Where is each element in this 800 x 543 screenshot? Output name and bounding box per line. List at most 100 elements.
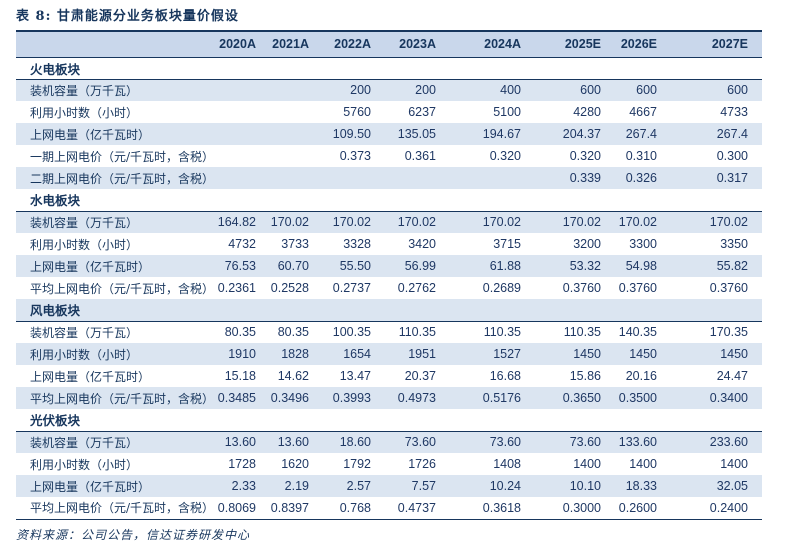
- quantity-price-assumptions-table: 2020A 2021A 2022A 2023A 2024A 2025E 2026E 2027E…: [16, 30, 762, 520]
- cell-value: 0.2737: [332, 281, 371, 295]
- cell-value: 1400: [573, 457, 601, 471]
- cell-value: 56.99: [404, 259, 436, 273]
- row-label: 利用小时数（小时）: [30, 237, 139, 252]
- cell-value: 61.88: [489, 259, 521, 273]
- cell-value: 267.4: [716, 127, 748, 141]
- cell-value: 10.10: [569, 479, 601, 493]
- cell-value: 0.2600: [615, 497, 671, 520]
- cell-value: 0.2528: [270, 281, 309, 295]
- cell-value: 0.373: [339, 149, 371, 163]
- row-label: 装机容量（万千瓦）: [30, 215, 139, 230]
- row-label: 上网电量（亿千瓦时）: [30, 127, 151, 142]
- cell-value: 14.62: [277, 369, 309, 383]
- cell-value: 200: [415, 83, 436, 98]
- year-column-header: 2026E: [615, 31, 671, 58]
- table-row: 利用小时数（小时） 1728 1620 1792 1726 1408 1400 1400 140…: [16, 453, 762, 475]
- cell-value: 73.60: [489, 435, 521, 450]
- cell-value: 0.3000: [535, 497, 615, 520]
- table-row: 上网电量（亿千瓦时） 2.33 2.19 2.57 7.57 10.24 10.10 18.3…: [16, 475, 762, 497]
- row-label: 一期上网电价（元/千瓦时，含税）: [30, 149, 215, 164]
- row-label-header: [16, 31, 212, 58]
- cell-value: 170.02: [709, 215, 748, 230]
- section-title: 光伏板块: [16, 409, 762, 432]
- cell-value: 4733: [720, 105, 748, 119]
- cell-value: 0.300: [716, 149, 748, 163]
- section-title: 火电板块: [16, 57, 762, 80]
- year-column-header: 2027E: [671, 31, 762, 58]
- cell-value: 0.768: [323, 497, 385, 520]
- cell-value: 3200: [573, 237, 601, 251]
- cell-value: 600: [636, 83, 657, 98]
- cell-value: 76.53: [224, 259, 256, 273]
- cell-value: 3733: [281, 237, 309, 251]
- cell-value: 4732: [228, 237, 256, 251]
- cell-value: 73.60: [569, 435, 601, 450]
- row-label: 装机容量（万千瓦）: [30, 325, 139, 340]
- row-label: 平均上网电价（元/千瓦时，含税）: [16, 497, 214, 520]
- cell-value: 164.82: [217, 215, 256, 230]
- cell-value: 1450: [573, 347, 601, 361]
- section-title: 水电板块: [16, 189, 762, 212]
- table-row: 装机容量（万千瓦） 164.82 170.02 170.02 170.02 170.02 1…: [16, 211, 762, 233]
- section-title: 风电板块: [16, 299, 762, 322]
- cell-value: 1527: [493, 347, 521, 361]
- cell-value: [270, 101, 323, 123]
- cell-value: 109.50: [332, 127, 371, 141]
- section-header-row: 火电板块: [16, 57, 762, 80]
- cell-value: [270, 79, 323, 101]
- cell-value: 1620: [281, 457, 309, 471]
- cell-value: [270, 145, 323, 167]
- cell-value: 13.60: [277, 435, 309, 450]
- row-label: 平均上网电价（元/千瓦时，含税）: [30, 391, 215, 406]
- cell-value: [323, 167, 385, 189]
- cell-value: 194.67: [482, 127, 521, 141]
- source-note: 资料来源：公司公告，信达证券研发中心: [16, 527, 251, 542]
- table-title: 表 8: 甘肃能源分业务板块量价假设: [16, 9, 239, 24]
- cell-value: 0.361: [404, 149, 436, 163]
- table-row: 平均上网电价（元/千瓦时，含税） 0.2361 0.2528 0.2737 0.2762…: [16, 277, 762, 299]
- section-header-row: 光伏板块: [16, 409, 762, 432]
- row-label: 上网电量（亿千瓦时）: [30, 479, 151, 494]
- cell-value: 1654: [343, 347, 371, 361]
- cell-value: 53.32: [569, 259, 601, 273]
- cell-value: 0.326: [625, 171, 657, 185]
- table-row: 装机容量（万千瓦） 200 200 400 600 600 600: [16, 79, 762, 101]
- cell-value: [212, 79, 270, 101]
- cell-value: 2.57: [346, 479, 371, 493]
- cell-value: 60.70: [277, 259, 309, 273]
- cell-value: 55.50: [339, 259, 371, 273]
- cell-value: 1450: [629, 347, 657, 361]
- cell-value: 3328: [343, 237, 371, 251]
- table-row: 利用小时数（小时） 4732 3733 3328 3420 3715 3200 3300 335…: [16, 233, 762, 255]
- row-label: 装机容量（万千瓦）: [30, 435, 139, 450]
- cell-value: 1728: [228, 457, 256, 471]
- cell-value: 80.35: [224, 325, 256, 340]
- cell-value: 170.02: [482, 215, 521, 230]
- table-row: 平均上网电价（元/千瓦时，含税） 0.8069 0.8397 0.768 0.4737 0…: [16, 497, 762, 520]
- cell-value: 0.3760: [618, 281, 657, 295]
- cell-value: 6237: [408, 105, 436, 119]
- cell-value: 18.60: [339, 435, 371, 450]
- cell-value: 0.2762: [397, 281, 436, 295]
- cell-value: [212, 123, 270, 145]
- cell-value: 1951: [408, 347, 436, 361]
- cell-value: 0.4973: [397, 391, 436, 405]
- cell-value: 110.35: [563, 325, 601, 340]
- cell-value: 1400: [720, 457, 748, 471]
- year-column-header: 2020A: [212, 31, 270, 58]
- cell-value: 0.3618: [450, 497, 535, 520]
- cell-value: 110.35: [483, 325, 521, 340]
- cell-value: [450, 167, 535, 189]
- cell-value: 15.18: [224, 369, 256, 383]
- cell-value: 55.82: [716, 259, 748, 273]
- table-row: 上网电量（亿千瓦时） 109.50 135.05 194.67 204.37 267.4 2…: [16, 123, 762, 145]
- cell-value: 10.24: [489, 479, 521, 493]
- table-row: 二期上网电价（元/千瓦时，含税） 0.339 0.326 0.317: [16, 167, 762, 189]
- table-row: 利用小时数（小时） 5760 6237 5100 4280 4667 4733: [16, 101, 762, 123]
- cell-value: 13.60: [224, 435, 256, 450]
- cell-value: 135.05: [397, 127, 436, 141]
- cell-value: [270, 123, 323, 145]
- cell-value: 0.3760: [562, 281, 601, 295]
- year-column-header: 2022A: [323, 31, 385, 58]
- cell-value: 140.35: [618, 325, 657, 340]
